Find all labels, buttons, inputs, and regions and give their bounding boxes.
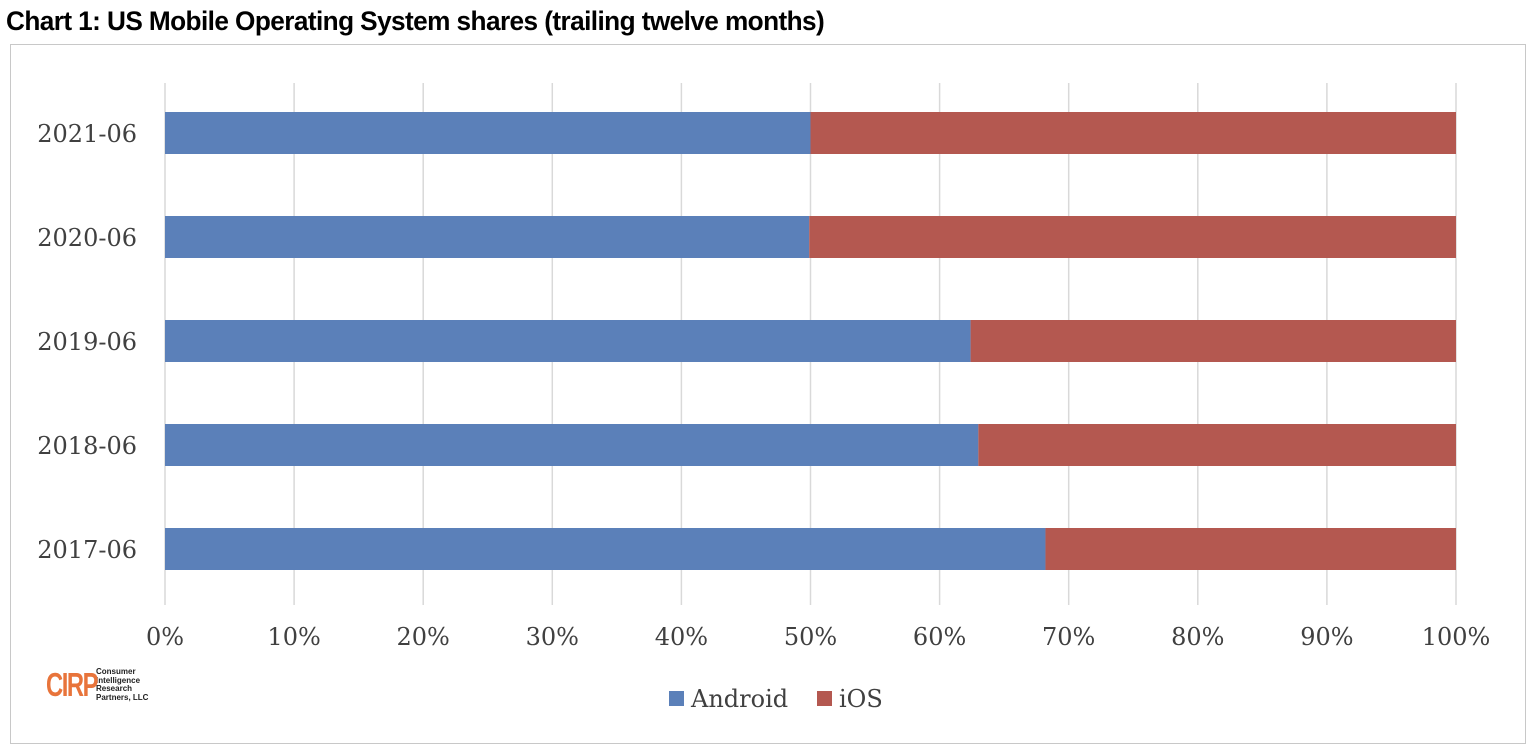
bar-android-2018-06 [165, 424, 979, 466]
bars [165, 112, 1456, 570]
chart-area: 2021-06 2020-06 2019-06 2018-06 2017-06 0% 10… [10, 44, 1526, 744]
bar-android-2020-06 [165, 216, 810, 258]
bar-ios-2021-06 [810, 112, 1456, 154]
bar-ios-2017-06 [1045, 528, 1456, 570]
legend-swatch-ios [817, 691, 832, 706]
legend: Android iOS [669, 685, 883, 713]
bar-android-2021-06 [165, 112, 811, 154]
logo-line: Partners, LLC [96, 692, 149, 702]
x-axis-tick-labels: 0% 10% 20% 30% 40% 50% 60% 70% 80% 90% 100% [146, 623, 1490, 651]
legend-label-android: Android [690, 685, 788, 713]
bar-ios-2020-06 [809, 216, 1456, 258]
x-tick-label: 50% [784, 623, 837, 651]
category-label: 2017-06 [37, 536, 137, 564]
page-title: Chart 1: US Mobile Operating System shar… [6, 6, 825, 36]
bar-android-2017-06 [165, 528, 1046, 570]
x-tick-label: 0% [146, 623, 184, 651]
stacked-bar-chart: 2021-06 2020-06 2019-06 2018-06 2017-06 0% 10… [37, 83, 1490, 713]
logo-line: Consumer [96, 667, 136, 676]
x-tick-label: 60% [913, 623, 966, 651]
cirp-logo-mark: CIRP [46, 666, 98, 703]
category-label: 2021-06 [37, 120, 137, 148]
x-tick-label: 100% [1422, 623, 1491, 651]
x-tick-label: 10% [267, 623, 320, 651]
category-label: 2020-06 [37, 224, 137, 252]
x-tick-label: 80% [1171, 623, 1224, 651]
x-tick-label: 70% [1042, 623, 1095, 651]
x-tick-label: 40% [655, 623, 708, 651]
bar-ios-2019-06 [970, 320, 1456, 362]
legend-label-ios: iOS [839, 685, 883, 713]
x-tick-label: 20% [397, 623, 450, 651]
cirp-logo: CIRP Consumer Intelligence Research Part… [46, 666, 156, 704]
bar-android-2019-06 [165, 320, 971, 362]
x-tick-label: 90% [1300, 623, 1353, 651]
bar-ios-2018-06 [978, 424, 1456, 466]
category-labels: 2021-06 2020-06 2019-06 2018-06 2017-06 [37, 120, 137, 564]
x-tick-label: 30% [526, 623, 579, 651]
category-label: 2019-06 [37, 328, 137, 356]
logo-line: Intelligence [96, 675, 141, 685]
cirp-logo-text: Consumer Intelligence Research Partners,… [96, 667, 156, 702]
category-label: 2018-06 [37, 432, 137, 460]
legend-swatch-android [669, 691, 684, 706]
logo-line: Research [96, 684, 133, 693]
